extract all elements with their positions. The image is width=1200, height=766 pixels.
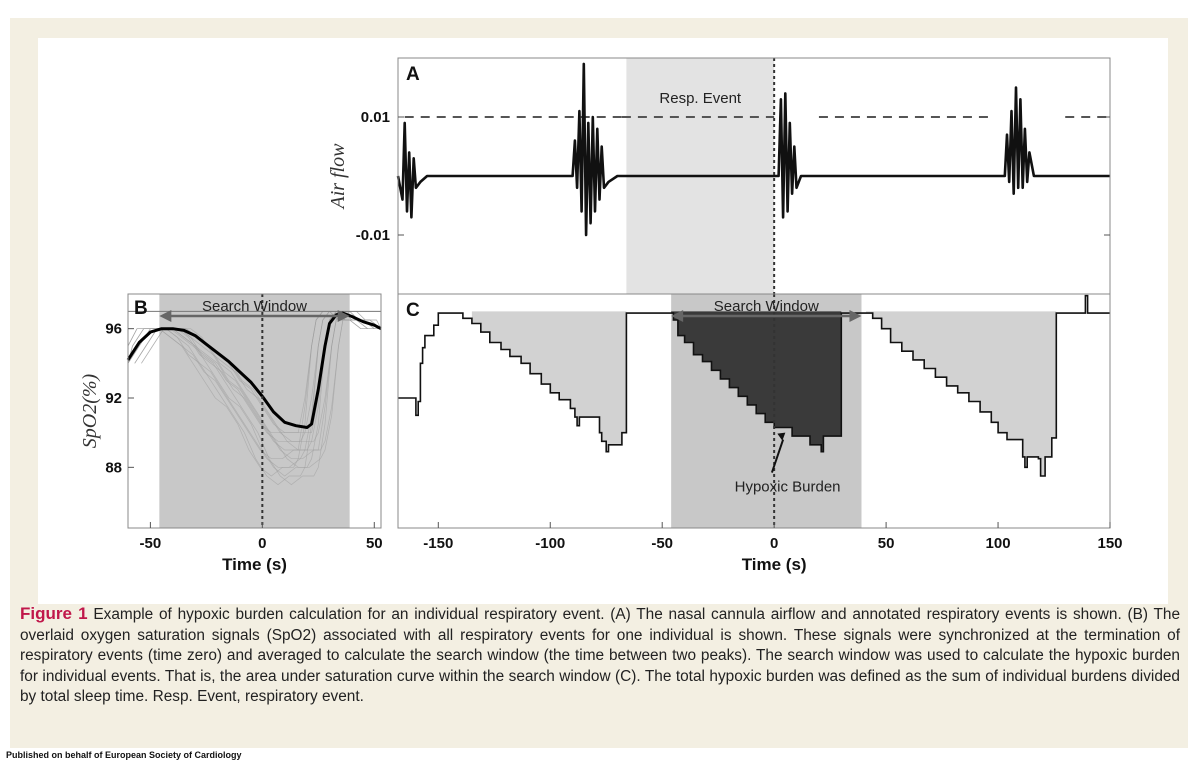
- figure-caption: Figure 1 Example of hypoxic burden calcu…: [20, 604, 1180, 708]
- panel-b-xtick-label: 50: [366, 535, 383, 552]
- panel-a-letter: A: [406, 64, 420, 85]
- panel-b-ytick-label: 88: [105, 459, 122, 476]
- panel-c-xtick-label: -150: [423, 535, 453, 552]
- panel-c-xtick-label: 0: [770, 535, 778, 552]
- panel-b-ytick-label: 92: [105, 390, 122, 407]
- airflow-series-line: [396, 62, 1110, 237]
- panel-b-frame: [127, 293, 382, 529]
- desaturation-area-1: [471, 311, 627, 452]
- desaturation-area-3: [865, 311, 1057, 476]
- panel-c-xtick-label: -50: [651, 535, 673, 552]
- hypoxic-burden-label: Hypoxic Burden: [735, 479, 841, 496]
- panel-b-ylabel: SpO2(%): [79, 373, 101, 448]
- hypoxic-burden-area: [671, 311, 842, 452]
- publisher-footer: Published on behalf of European Society …: [6, 750, 242, 760]
- panel-c-xtick-label: 150: [1097, 535, 1122, 552]
- panel-c-xtick-label: 50: [878, 535, 895, 552]
- panel-b-xlabel: Time (s): [222, 555, 287, 574]
- panel-b-xtick-label: 0: [258, 535, 266, 552]
- panel-a-ytick-label: 0.01: [361, 109, 390, 126]
- panel-c-xtick-label: 100: [986, 535, 1011, 552]
- arrowhead-right-c: [849, 310, 862, 322]
- spo2-step-line: [398, 294, 1110, 477]
- burden-pointer-arrowhead: [777, 432, 786, 441]
- panel-c-frame: [397, 293, 1111, 529]
- figure-chart: Resp. Event 0.01 -0.01 Air flow A Search Wind…: [79, 57, 1123, 574]
- panel-b-letter: B: [134, 298, 148, 319]
- search-window-label-c: Search Window: [714, 298, 819, 315]
- arrowhead-left-c: [671, 310, 684, 322]
- search-window-label-b: Search Window: [202, 298, 307, 315]
- caption-text: Example of hypoxic burden calculation fo…: [20, 606, 1180, 705]
- panel-b-xtick-label: -50: [140, 535, 162, 552]
- individual-spo2-trace: [141, 310, 382, 451]
- panel-c-xlabel: Time (s): [742, 555, 807, 574]
- burden-pointer-line: [770, 439, 785, 473]
- panel-a-ytick-label: -0.01: [356, 227, 390, 244]
- arrowhead-right-b: [337, 310, 350, 322]
- panel-c-letter: C: [406, 300, 420, 321]
- caption-label: Figure 1: [20, 604, 88, 623]
- panel-b-ytick-label: 96: [105, 321, 122, 338]
- resp-event-label: Resp. Event: [659, 90, 742, 107]
- figure-panel: Resp. Event 0.01 -0.01 Air flow A Search Wind…: [10, 18, 1188, 748]
- plot-card: Resp. Event 0.01 -0.01 Air flow A Search Wind…: [38, 38, 1168, 604]
- panel-a-ylabel: Air flow: [327, 143, 349, 211]
- arrowhead-left-b: [159, 310, 172, 322]
- panel-c-xtick-label: -100: [535, 535, 565, 552]
